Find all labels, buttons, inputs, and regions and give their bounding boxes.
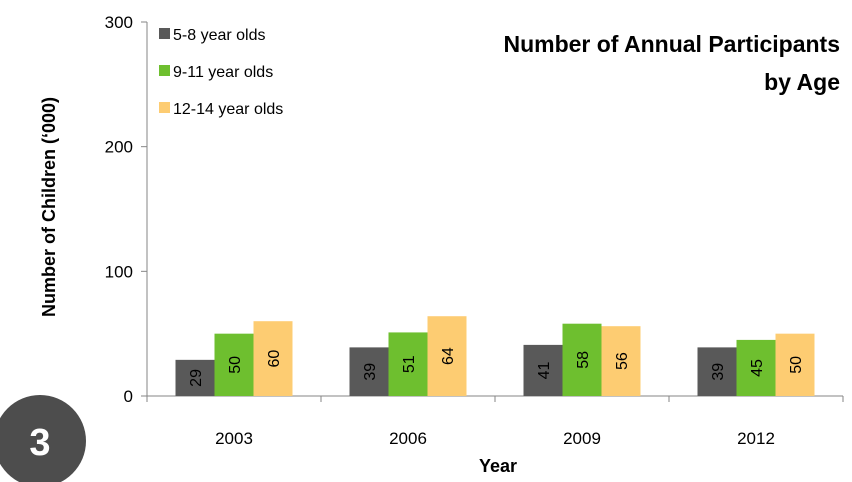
bar — [736, 339, 776, 396]
x-tick-label: 2006 — [389, 429, 427, 448]
legend-swatch — [159, 65, 170, 76]
bar-series-group: 29 50 60 39 51 64 41 58 56 39 45 50 — [175, 316, 815, 396]
legend-label: 12-14 year olds — [173, 101, 283, 118]
badge-number: 3 — [29, 422, 50, 464]
legend-label: 5-8 year olds — [173, 27, 266, 44]
x-tick-label: 2009 — [563, 429, 601, 448]
y-tick-label: 200 — [105, 138, 133, 157]
bar-data-label: 64 — [440, 347, 457, 365]
y-tick-label: 0 — [124, 387, 133, 406]
chart-title-line-2: by Age — [764, 69, 840, 95]
bar-data-label: 29 — [188, 369, 205, 387]
bar — [775, 333, 815, 396]
x-tick-label: 2012 — [737, 429, 775, 448]
bar — [388, 332, 428, 396]
bar — [175, 359, 215, 396]
legend-swatch — [159, 102, 170, 113]
axes: 0 100 200 300 2003 2006 2009 2012 — [105, 13, 844, 448]
x-axis-title: Year — [479, 456, 517, 476]
bar-data-label: 41 — [536, 361, 553, 379]
bar — [349, 347, 389, 396]
bar — [253, 321, 293, 396]
legend: 5-8 year olds 9-11 year olds 12-14 year ol… — [159, 27, 283, 118]
x-axis-ticks: 2003 2006 2009 2012 — [146, 396, 844, 448]
bar — [697, 347, 737, 396]
bar-data-label: 39 — [710, 363, 727, 381]
bar-data-label: 50 — [788, 356, 805, 374]
bar — [427, 316, 467, 396]
badge-circle — [0, 395, 86, 482]
chart-title-line-1: Number of Annual Participants — [503, 31, 840, 57]
bar-data-label: 56 — [614, 352, 631, 370]
x-tick-label: 2003 — [215, 429, 253, 448]
bar — [214, 333, 254, 396]
bar-data-label: 39 — [362, 363, 379, 381]
y-tick-label: 100 — [105, 262, 133, 281]
legend-swatch — [159, 28, 170, 39]
bar-data-label: 58 — [575, 351, 592, 369]
legend-label: 9-11 year olds — [173, 64, 273, 81]
y-axis-ticks: 0 100 200 300 — [105, 13, 147, 406]
bar-data-label: 51 — [401, 355, 418, 373]
bar-data-label: 50 — [227, 356, 244, 374]
bar-data-label: 60 — [266, 350, 283, 368]
y-axis-title: Number of Children (‘000) — [39, 97, 59, 317]
bar-data-label: 45 — [749, 359, 766, 377]
bar — [523, 344, 563, 396]
y-tick-label: 300 — [105, 13, 133, 32]
bar — [601, 326, 641, 396]
bar — [562, 323, 602, 396]
number-badge: 3 — [0, 395, 86, 482]
